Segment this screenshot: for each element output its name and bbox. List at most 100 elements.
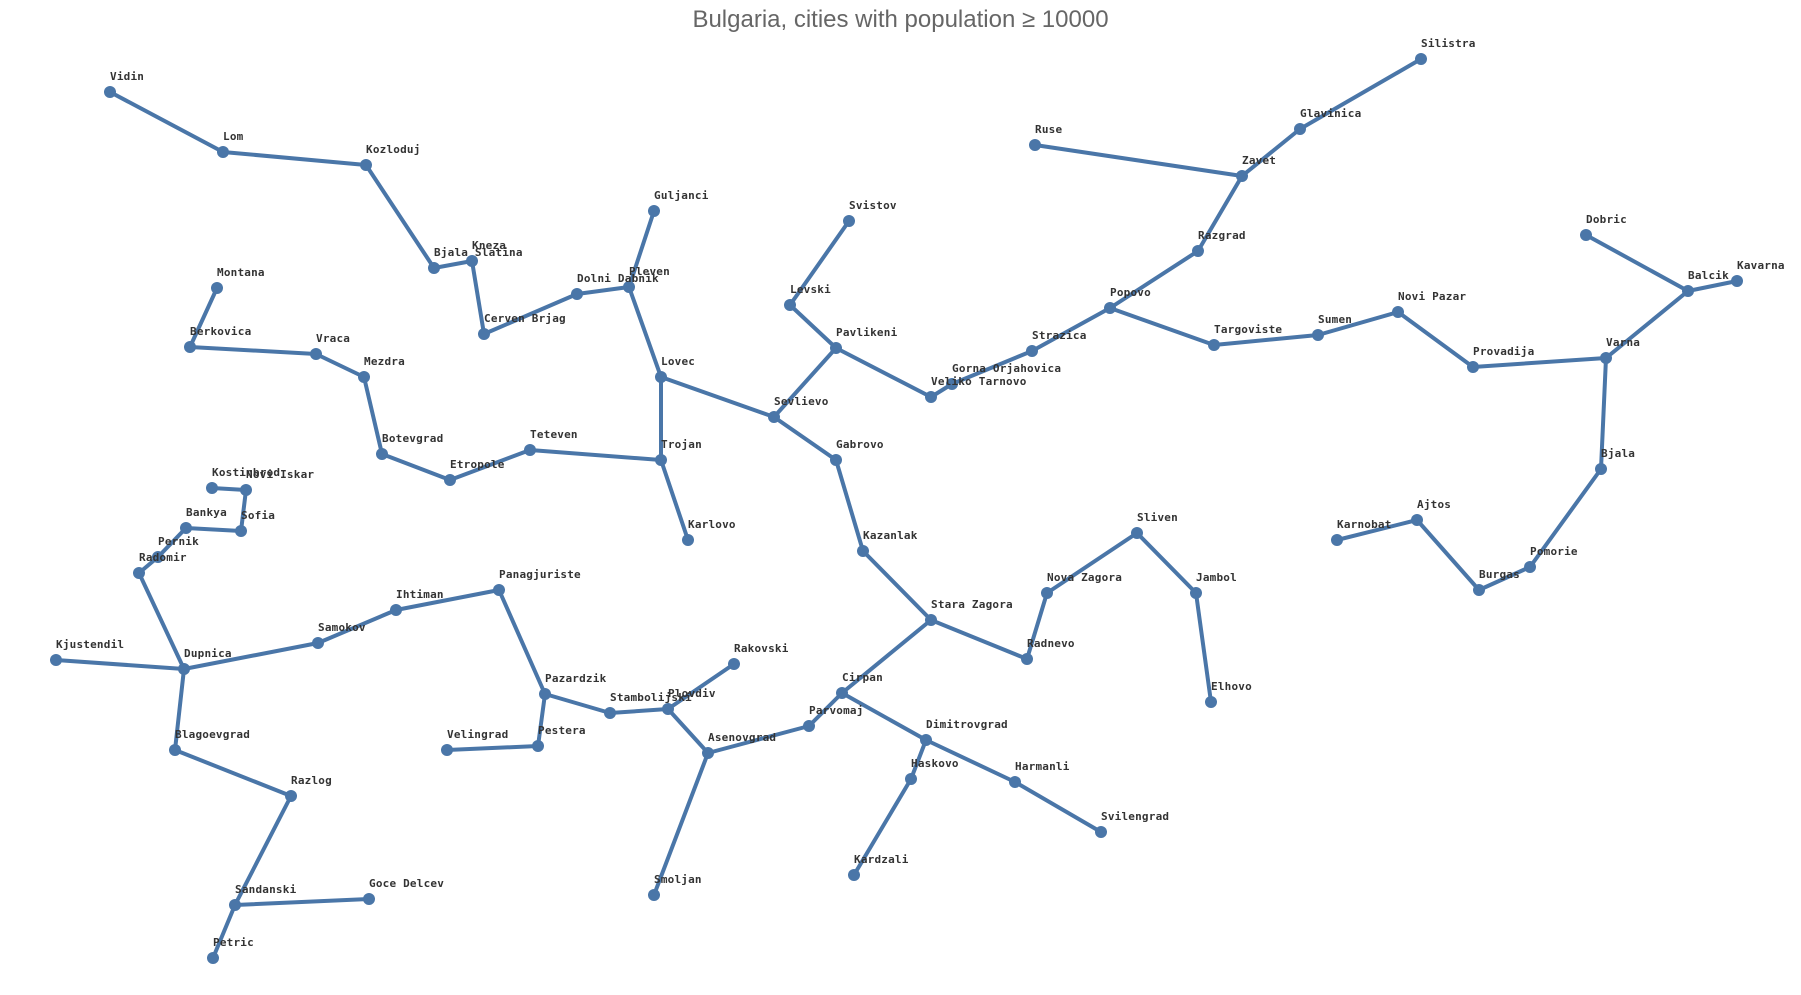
city-node-haskovo[interactable]: [905, 773, 917, 785]
city-node-nova-zagora[interactable]: [1041, 587, 1053, 599]
city-node-pazardzik[interactable]: [539, 688, 551, 700]
city-node-kostinbrod[interactable]: [206, 482, 218, 494]
city-node-dobric[interactable]: [1580, 229, 1592, 241]
city-node-trojan[interactable]: [655, 454, 667, 466]
city-node-svistov[interactable]: [843, 215, 855, 227]
city-node-etropole[interactable]: [444, 474, 456, 486]
city-node-provadija[interactable]: [1467, 361, 1479, 373]
city-node-cirpan[interactable]: [836, 687, 848, 699]
city-node-cerven-brjag[interactable]: [478, 328, 490, 340]
city-label-rakovski: Rakovski: [734, 642, 789, 655]
city-node-ruse[interactable]: [1029, 139, 1041, 151]
city-node-bankya[interactable]: [180, 522, 192, 534]
city-node-kazanlak[interactable]: [857, 545, 869, 557]
city-node-velingrad[interactable]: [441, 744, 453, 756]
city-node-blagoevgrad[interactable]: [169, 744, 181, 756]
city-node-guljanci[interactable]: [648, 205, 660, 217]
city-node-sofia[interactable]: [235, 525, 247, 537]
city-node-vraca[interactable]: [310, 348, 322, 360]
city-node-bjala[interactable]: [1595, 463, 1607, 475]
city-node-ihtiman[interactable]: [390, 604, 402, 616]
city-label-blagoevgrad: Blagoevgrad: [175, 728, 250, 741]
city-node-stambolijski[interactable]: [604, 707, 616, 719]
city-node-gorna-orjahovica[interactable]: [946, 378, 958, 390]
city-node-kjustendil[interactable]: [50, 654, 62, 666]
city-node-rakovski[interactable]: [728, 658, 740, 670]
city-node-pestera[interactable]: [532, 740, 544, 752]
city-node-pomorie[interactable]: [1524, 561, 1536, 573]
city-node-glavinica[interactable]: [1294, 123, 1306, 135]
city-node-teteven[interactable]: [524, 444, 536, 456]
city-node-sevlievo[interactable]: [768, 411, 780, 423]
city-label-elhovo: Elhovo: [1211, 680, 1252, 693]
city-node-smoljan[interactable]: [648, 889, 660, 901]
city-node-novi-iskar[interactable]: [240, 484, 252, 496]
city-node-balcik[interactable]: [1682, 285, 1694, 297]
city-node-kavarna[interactable]: [1731, 275, 1743, 287]
city-node-gabrovo[interactable]: [830, 454, 842, 466]
city-node-lom[interactable]: [217, 146, 229, 158]
city-node-plovdiv[interactable]: [662, 703, 674, 715]
city-node-pernik[interactable]: [152, 551, 164, 563]
city-label-zavet: Zavet: [1242, 154, 1276, 167]
city-node-dolni-dabnik[interactable]: [571, 288, 583, 300]
city-label-dupnica: Dupnica: [184, 647, 232, 660]
city-node-samokov[interactable]: [312, 637, 324, 649]
city-node-strazica[interactable]: [1026, 345, 1038, 357]
city-node-targoviste[interactable]: [1208, 339, 1220, 351]
city-node-silistra[interactable]: [1415, 53, 1427, 65]
city-node-karnobat[interactable]: [1331, 534, 1343, 546]
edge-stara-zagora-cirpan: [840, 618, 933, 695]
edge-asenovgrad-smoljan: [652, 751, 710, 897]
city-node-levski[interactable]: [784, 299, 796, 311]
city-node-novi-pazar[interactable]: [1392, 306, 1404, 318]
city-node-petric[interactable]: [207, 952, 219, 964]
city-node-ajtos[interactable]: [1411, 514, 1423, 526]
edge-mezdra-vraca: [314, 352, 366, 379]
city-node-kneza[interactable]: [466, 255, 478, 267]
city-node-pavlikeni[interactable]: [830, 342, 842, 354]
city-node-sliven[interactable]: [1131, 527, 1143, 539]
city-node-elhovo[interactable]: [1205, 696, 1217, 708]
city-node-veliko-tarnovo[interactable]: [925, 391, 937, 403]
city-node-razgrad[interactable]: [1192, 245, 1204, 257]
city-node-stara-zagora[interactable]: [925, 614, 937, 626]
city-node-kardzali[interactable]: [848, 869, 860, 881]
city-node-kozloduj[interactable]: [360, 159, 372, 171]
city-node-popovo[interactable]: [1104, 302, 1116, 314]
city-node-zavet[interactable]: [1236, 170, 1248, 182]
city-node-lovec[interactable]: [655, 371, 667, 383]
city-node-bjala-slatina[interactable]: [428, 262, 440, 274]
edge-cirpan-dimitrovgrad: [840, 691, 928, 742]
city-node-radomir[interactable]: [133, 567, 145, 579]
city-node-dupnica[interactable]: [178, 663, 190, 675]
city-node-jambol[interactable]: [1190, 587, 1202, 599]
city-node-razlog[interactable]: [285, 790, 297, 802]
edge-bankya-sofia: [184, 526, 243, 533]
edge-sofia-novi-iskar: [239, 488, 248, 533]
city-node-svilengrad[interactable]: [1095, 826, 1107, 838]
city-node-sumen[interactable]: [1312, 329, 1324, 341]
city-node-botevgrad[interactable]: [376, 448, 388, 460]
city-node-dimitrovgrad[interactable]: [920, 734, 932, 746]
edge-balcik-kavarna: [1686, 279, 1739, 293]
edge-razgrad-zavet: [1196, 174, 1244, 253]
city-node-burgas[interactable]: [1473, 584, 1485, 596]
city-node-pleven[interactable]: [623, 281, 635, 293]
city-node-karlovo[interactable]: [682, 534, 694, 546]
city-node-parvomaj[interactable]: [803, 720, 815, 732]
city-node-radnevo[interactable]: [1021, 653, 1033, 665]
city-label-nova-zagora: Nova Zagora: [1047, 571, 1122, 584]
city-node-asenovgrad[interactable]: [702, 747, 714, 759]
city-node-berkovica[interactable]: [184, 341, 196, 353]
city-node-harmanli[interactable]: [1009, 776, 1021, 788]
edge-kozloduj-bjala-slatina: [364, 163, 436, 270]
city-node-sandanski[interactable]: [229, 899, 241, 911]
city-label-ihtiman: Ihtiman: [396, 588, 444, 601]
city-node-mezdra[interactable]: [358, 371, 370, 383]
city-node-panagjuriste[interactable]: [493, 584, 505, 596]
city-node-goce-delcev[interactable]: [363, 893, 375, 905]
city-node-vidin[interactable]: [104, 86, 116, 98]
city-node-varna[interactable]: [1600, 352, 1612, 364]
city-node-montana[interactable]: [211, 282, 223, 294]
